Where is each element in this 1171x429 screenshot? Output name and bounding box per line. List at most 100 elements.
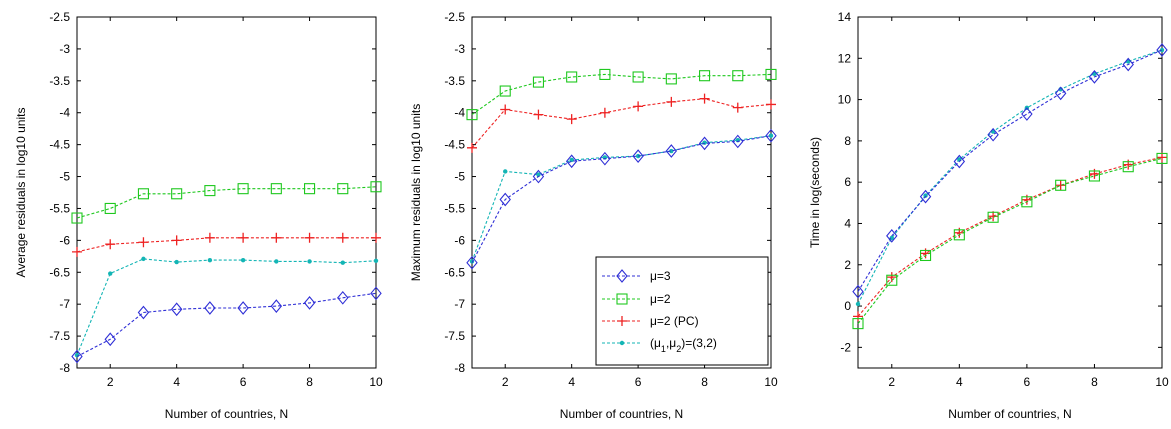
data-point-mu2 — [1156, 152, 1168, 164]
data-point-mu2 — [137, 188, 149, 200]
data-point-mu2 — [1055, 179, 1067, 191]
data-point-mu2pc — [72, 246, 82, 257]
x-tick-label: 6 — [1024, 375, 1031, 389]
chart-3: 2 4 6 8 10 -2 0 2 4 6 8 10 12 14 Number of countries, … — [808, 10, 1169, 421]
y-axis-label: Time in log(seconds) — [808, 137, 822, 248]
legend-entry-mu3: μ=3 — [602, 269, 671, 283]
y-tick-label: -4.5 — [444, 138, 465, 152]
data-point-mu3 — [698, 136, 711, 151]
data-point-mu12 — [536, 172, 541, 177]
data-point-mu12 — [469, 259, 475, 264]
data-point-mu2 — [599, 68, 611, 80]
data-point-mu2pc — [732, 102, 743, 113]
x-tick-label: 8 — [701, 375, 708, 389]
y-tick-label: -4 — [59, 106, 70, 120]
y-tick-label: -6.5 — [444, 265, 465, 279]
y-tick-label: -6.5 — [49, 265, 70, 279]
data-point-mu3 — [532, 169, 545, 184]
data-point-mu12 — [207, 257, 213, 263]
data-point-mu2pc — [1055, 180, 1066, 191]
y-tick-label: -2.5 — [49, 10, 70, 24]
x-axis-label: Number of countries, N — [560, 407, 683, 421]
series-line-mu2 — [76, 186, 377, 219]
data-point-mu2 — [566, 71, 578, 83]
y-tick-label: -2.5 — [444, 10, 465, 24]
data-point-mu12 — [340, 260, 345, 265]
data-point-mu12 — [669, 148, 674, 154]
series-line-mu2 — [471, 73, 772, 116]
data-point-mu2pc — [699, 93, 710, 104]
data-point-mu2 — [987, 211, 999, 223]
series-line-mu2pc — [76, 237, 376, 253]
data-point-mu2 — [886, 274, 898, 286]
y-tick-label: -6 — [59, 233, 70, 247]
data-point-mu3 — [1021, 107, 1033, 121]
y-tick-label: -3.5 — [49, 74, 70, 88]
y-tick-label: 10 — [838, 93, 852, 107]
x-axis-label: Number of countries, N — [165, 407, 288, 421]
x-tick-label: 10 — [369, 375, 383, 389]
legend-label-mu2: μ=2 — [650, 292, 671, 306]
data-point-mu3 — [732, 134, 744, 149]
data-point-mu12 — [240, 257, 246, 263]
data-point-mu2pc — [886, 272, 897, 283]
x-axis-label: Number of countries, N — [948, 407, 1071, 421]
data-point-mu3 — [852, 284, 864, 299]
data-point-mu2pc — [171, 235, 182, 246]
data-point-mu2pc — [467, 142, 477, 153]
data-point-mu2 — [499, 85, 511, 97]
data-point-mu12 — [174, 259, 179, 265]
legend-entry-mu12: (μ1,μ2)=(3,2) — [602, 336, 717, 354]
chart-2: 2 4 6 8 10 -8 -7.5 -7 -6.5 -6 -5.5 -5 -4.5 -4 -3.5 -3 -2… — [409, 10, 778, 421]
y-axis-label: Maximum residuals in log10 units — [409, 104, 423, 281]
y-tick-label: 2 — [844, 258, 851, 272]
data-point-mu3 — [1054, 86, 1067, 101]
y-tick-label: 4 — [844, 216, 851, 230]
series-mu2 — [466, 68, 777, 121]
data-point-mu12 — [373, 258, 379, 263]
series-line-mu12 — [857, 49, 1163, 305]
y-tick-label: -5.5 — [444, 201, 465, 215]
data-point-mu2pc — [371, 232, 381, 243]
data-point-mu2pc — [138, 237, 149, 248]
data-point-mu2 — [665, 73, 677, 85]
data-point-mu3 — [599, 151, 611, 166]
data-point-mu3 — [632, 149, 644, 163]
data-point-mu2 — [71, 212, 83, 224]
series-mu3 — [71, 286, 382, 364]
legend-marker-mu12 — [619, 340, 625, 346]
series-mu2 — [852, 152, 1168, 330]
y-tick-label: -2 — [840, 340, 851, 354]
data-point-mu2pc — [566, 114, 577, 125]
data-point-mu3 — [886, 228, 898, 243]
y-tick-label: -6 — [454, 233, 465, 247]
y-tick-label: -7.5 — [49, 329, 70, 343]
series-line-mu3 — [471, 135, 772, 263]
y-tick-label: 8 — [844, 134, 851, 148]
data-point-mu3 — [919, 189, 932, 204]
data-point-mu2 — [852, 318, 864, 330]
data-point-mu2pc — [533, 109, 544, 120]
data-point-mu2pc — [238, 232, 249, 243]
x-tick-label: 2 — [502, 375, 509, 389]
data-point-mu3 — [137, 305, 150, 320]
legend-marker-mu2pc — [617, 316, 627, 326]
data-point-mu12 — [307, 259, 312, 264]
series-line-mu2pc — [471, 98, 772, 149]
data-point-mu3 — [499, 192, 511, 207]
series-line-mu3 — [76, 292, 377, 357]
y-tick-label: -5 — [59, 170, 70, 184]
data-point-mu3 — [204, 301, 216, 315]
data-point-mu2 — [370, 181, 382, 193]
series-line-mu12 — [76, 258, 377, 356]
y-tick-label: -8 — [454, 361, 465, 375]
data-point-mu2pc — [1157, 152, 1167, 163]
series-mu12 — [469, 133, 774, 264]
data-point-mu3 — [665, 144, 678, 158]
data-point-mu2pc — [853, 311, 863, 322]
data-point-mu3 — [1122, 57, 1134, 72]
series-mu12 — [855, 47, 1165, 307]
data-point-mu3 — [987, 127, 999, 142]
y-tick-label: -5.5 — [49, 201, 70, 215]
plot-frame — [76, 16, 377, 369]
